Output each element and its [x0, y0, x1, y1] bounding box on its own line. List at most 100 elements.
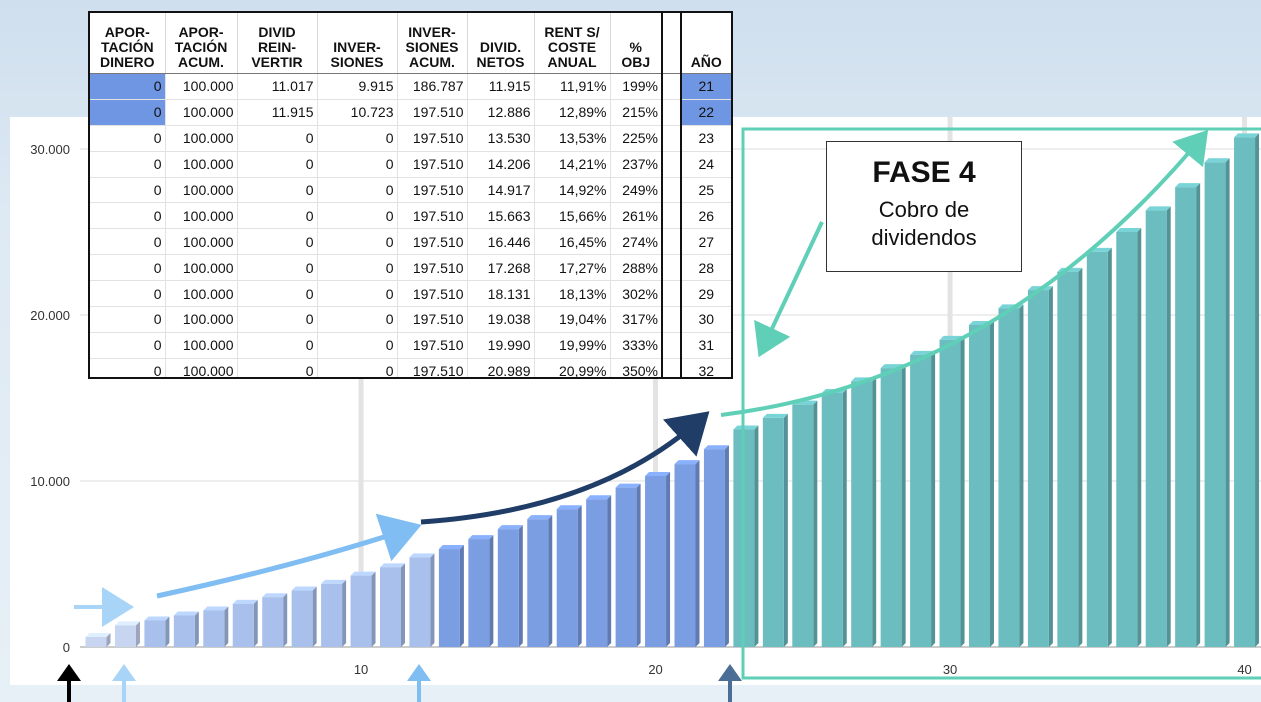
table-row: 0 100.000 0 0 197.510 19.990 19,99% 333% 31: [90, 332, 731, 359]
table-cell: 14,21%: [534, 151, 611, 178]
table-cell: 13,53%: [534, 125, 611, 152]
bar-side: [1166, 206, 1171, 648]
table-header-line: DINERO: [100, 54, 155, 70]
bar-side: [783, 413, 788, 647]
bar-front: [1027, 290, 1049, 647]
bar: [821, 389, 847, 647]
table-header-cell: AÑO: [680, 13, 731, 74]
table-cell: 17,27%: [534, 254, 611, 282]
bar-side: [194, 611, 199, 647]
table-cell: [661, 202, 681, 230]
bar-front: [1086, 251, 1108, 648]
table-header-cell: INVER- SIONES ACUM.: [397, 13, 468, 74]
bar-side: [695, 460, 700, 647]
milestone-arrow-year22: [718, 664, 742, 702]
table-cell: 0: [237, 332, 318, 359]
bar: [409, 553, 435, 647]
table-cell: [661, 306, 681, 333]
table-cell: 19,99%: [534, 332, 611, 359]
bar: [291, 586, 317, 647]
table-cell: 261%: [610, 202, 663, 230]
bar: [762, 413, 788, 647]
table-cell: 0: [237, 125, 318, 152]
callout-title: FASE 4: [872, 156, 976, 189]
table-header-cell: RENT S/COSTE ANUAL: [534, 13, 611, 74]
table-header-line: ACUM.: [409, 54, 455, 70]
bar-side: [1078, 267, 1083, 647]
table-header-line: APOR-: [178, 24, 224, 40]
bar-front: [910, 354, 932, 647]
bar-front: [851, 381, 873, 647]
table-header-line: TACIÓN: [174, 39, 228, 55]
bar: [144, 616, 170, 647]
table-cell: 186.787: [397, 73, 468, 100]
bar-side: [518, 525, 523, 647]
table-cell: 197.510: [397, 202, 468, 230]
bar-front: [527, 519, 549, 647]
bar: [173, 611, 199, 647]
bar: [114, 621, 140, 647]
table-cell: 25: [680, 177, 731, 204]
table-cell: 0: [90, 306, 166, 333]
bar-front: [969, 324, 990, 647]
bar: [203, 606, 229, 647]
bar: [703, 445, 729, 647]
bar: [468, 535, 494, 647]
table-cell: 0: [90, 254, 166, 282]
table-header-line: DIVID.: [479, 39, 522, 55]
table-cell: 32: [680, 358, 731, 377]
table-cell: 9.915: [317, 73, 398, 100]
bar: [792, 400, 818, 647]
bar-side: [872, 377, 877, 647]
x-tick-label: 40: [1237, 662, 1251, 677]
table-cell: 0: [317, 177, 398, 204]
bar-top: [1175, 183, 1201, 188]
table-cell: 0: [237, 151, 318, 178]
milestone-arrow-year12: [407, 664, 431, 702]
table-cell: 0: [317, 358, 398, 377]
bar-front: [880, 368, 902, 647]
table-cell: 197.510: [397, 125, 468, 152]
bar-front: [114, 625, 136, 647]
table-cell: 0: [237, 228, 318, 256]
table-cell: 16,45%: [534, 228, 611, 256]
table-cell: 23: [680, 125, 731, 152]
bar-top: [203, 606, 229, 611]
table-header-cell: INVER- SIONES: [317, 13, 398, 74]
bar-top: [703, 445, 729, 450]
table-cell: [661, 73, 681, 100]
table-cell: [661, 151, 681, 178]
bar-top: [1145, 206, 1171, 211]
table-cell: 197.510: [397, 254, 468, 282]
bar-front: [1116, 232, 1138, 647]
table-header-line: TACIÓN: [100, 39, 154, 55]
bar-top: [114, 621, 140, 626]
bar-front: [762, 417, 784, 647]
bar-front: [792, 404, 814, 647]
table-cell: 15.663: [467, 202, 535, 230]
table-cell: 0: [237, 202, 318, 230]
bar-top: [291, 586, 317, 591]
bar-front: [291, 590, 313, 647]
bar-side: [430, 553, 435, 647]
table-cell: 0: [90, 358, 166, 377]
bar-side: [283, 593, 288, 647]
table-cell: 0: [317, 228, 398, 256]
table-cell: 197.510: [397, 228, 468, 256]
table-cell: [661, 358, 681, 377]
table-cell: 197.510: [397, 306, 468, 333]
bar-side: [931, 350, 936, 647]
bar-top: [262, 593, 288, 598]
table-cell: 197.510: [397, 99, 468, 126]
bar: [851, 377, 877, 647]
table-body: 0 100.000 11.017 9.915 186.787 11.915 11,91% 19…: [90, 73, 731, 377]
x-tick-label: 10: [354, 662, 368, 677]
bar-front: [203, 610, 225, 647]
table-cell: 0: [90, 125, 166, 152]
table-header-cell: % OBJ: [610, 13, 663, 74]
bar-top: [733, 425, 759, 430]
table-cell: 0: [317, 202, 398, 230]
bar: [733, 425, 759, 647]
bar-top: [527, 515, 553, 520]
table-cell: 20.989: [467, 358, 535, 377]
